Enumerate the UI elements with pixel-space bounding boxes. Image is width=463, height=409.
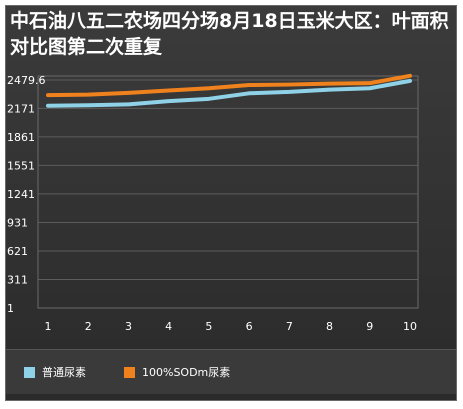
y-tick-label: 2171: [7, 102, 35, 115]
series-1-point: [167, 99, 171, 103]
series-group: [46, 73, 412, 108]
series-2-point: [207, 86, 211, 90]
legend: 普通尿素 100%SODm尿素: [6, 349, 456, 394]
legend-label-series-1: 普通尿素: [42, 366, 86, 379]
series-2-point: [126, 91, 130, 95]
series-1-point: [86, 103, 90, 107]
series-1-point: [287, 90, 291, 94]
y-tick-label: 931: [7, 216, 28, 229]
series-1-point: [328, 88, 332, 92]
y-tick-label: 1861: [7, 131, 35, 144]
x-tick-label: 7: [286, 320, 293, 333]
series-2-point: [287, 83, 291, 87]
y-tick-label: 1241: [7, 188, 35, 201]
series-1-point: [46, 104, 50, 108]
x-tick-label: 6: [246, 320, 253, 333]
x-tick-label: 3: [125, 320, 132, 333]
legend-item-series-1: 普通尿素: [24, 364, 86, 380]
series-2-point: [247, 83, 251, 87]
grid-lines: [37, 75, 419, 309]
chart-title: 中石油八五二农场四分场8月18日玉米大区：叶面积对比图第二次重复: [10, 10, 449, 58]
series-2-point: [368, 81, 372, 85]
y-tick-label: 311: [7, 273, 28, 286]
series-2-point: [167, 89, 171, 93]
y-tick-label: 2479.6: [7, 74, 46, 87]
series-1-point: [126, 102, 130, 106]
series-2-point: [328, 82, 332, 86]
y-tick-label: 1: [7, 302, 14, 315]
series-1-point: [408, 79, 412, 83]
series-2-point: [408, 74, 412, 78]
x-tick-label: 2: [85, 320, 92, 333]
plot-area-border: [37, 75, 419, 309]
x-tick-label: 4: [165, 320, 172, 333]
x-tick-label: 10: [403, 320, 417, 333]
series-2-point: [86, 93, 90, 97]
x-tick-label: 9: [366, 320, 373, 333]
series-1-point: [207, 97, 211, 101]
y-tick-label: 1551: [7, 159, 35, 172]
series-line-2: [46, 73, 412, 98]
legend-item-series-2: 100%SODm尿素: [124, 364, 230, 380]
x-axis-ticks: 1 2 3 4 5 6 7 8 9 10: [45, 320, 418, 333]
x-tick-label: 8: [326, 320, 333, 333]
series-1-point: [368, 86, 372, 90]
y-tick-label: 621: [7, 245, 28, 258]
legend-swatch-series-2: [124, 366, 135, 378]
series-1-point: [247, 91, 251, 95]
legend-label-series-2: 100%SODm尿素: [142, 366, 231, 379]
y-axis-ticks: 1 311 621 931 1241 1551 1861 2171 2479.6: [7, 74, 46, 315]
x-tick-label: 1: [45, 320, 52, 333]
x-tick-label: 5: [205, 320, 212, 333]
series-2-point: [46, 93, 50, 97]
chart-panel: [5, 5, 457, 401]
series-line-1: [46, 78, 412, 108]
legend-swatch-series-1: [24, 366, 35, 378]
